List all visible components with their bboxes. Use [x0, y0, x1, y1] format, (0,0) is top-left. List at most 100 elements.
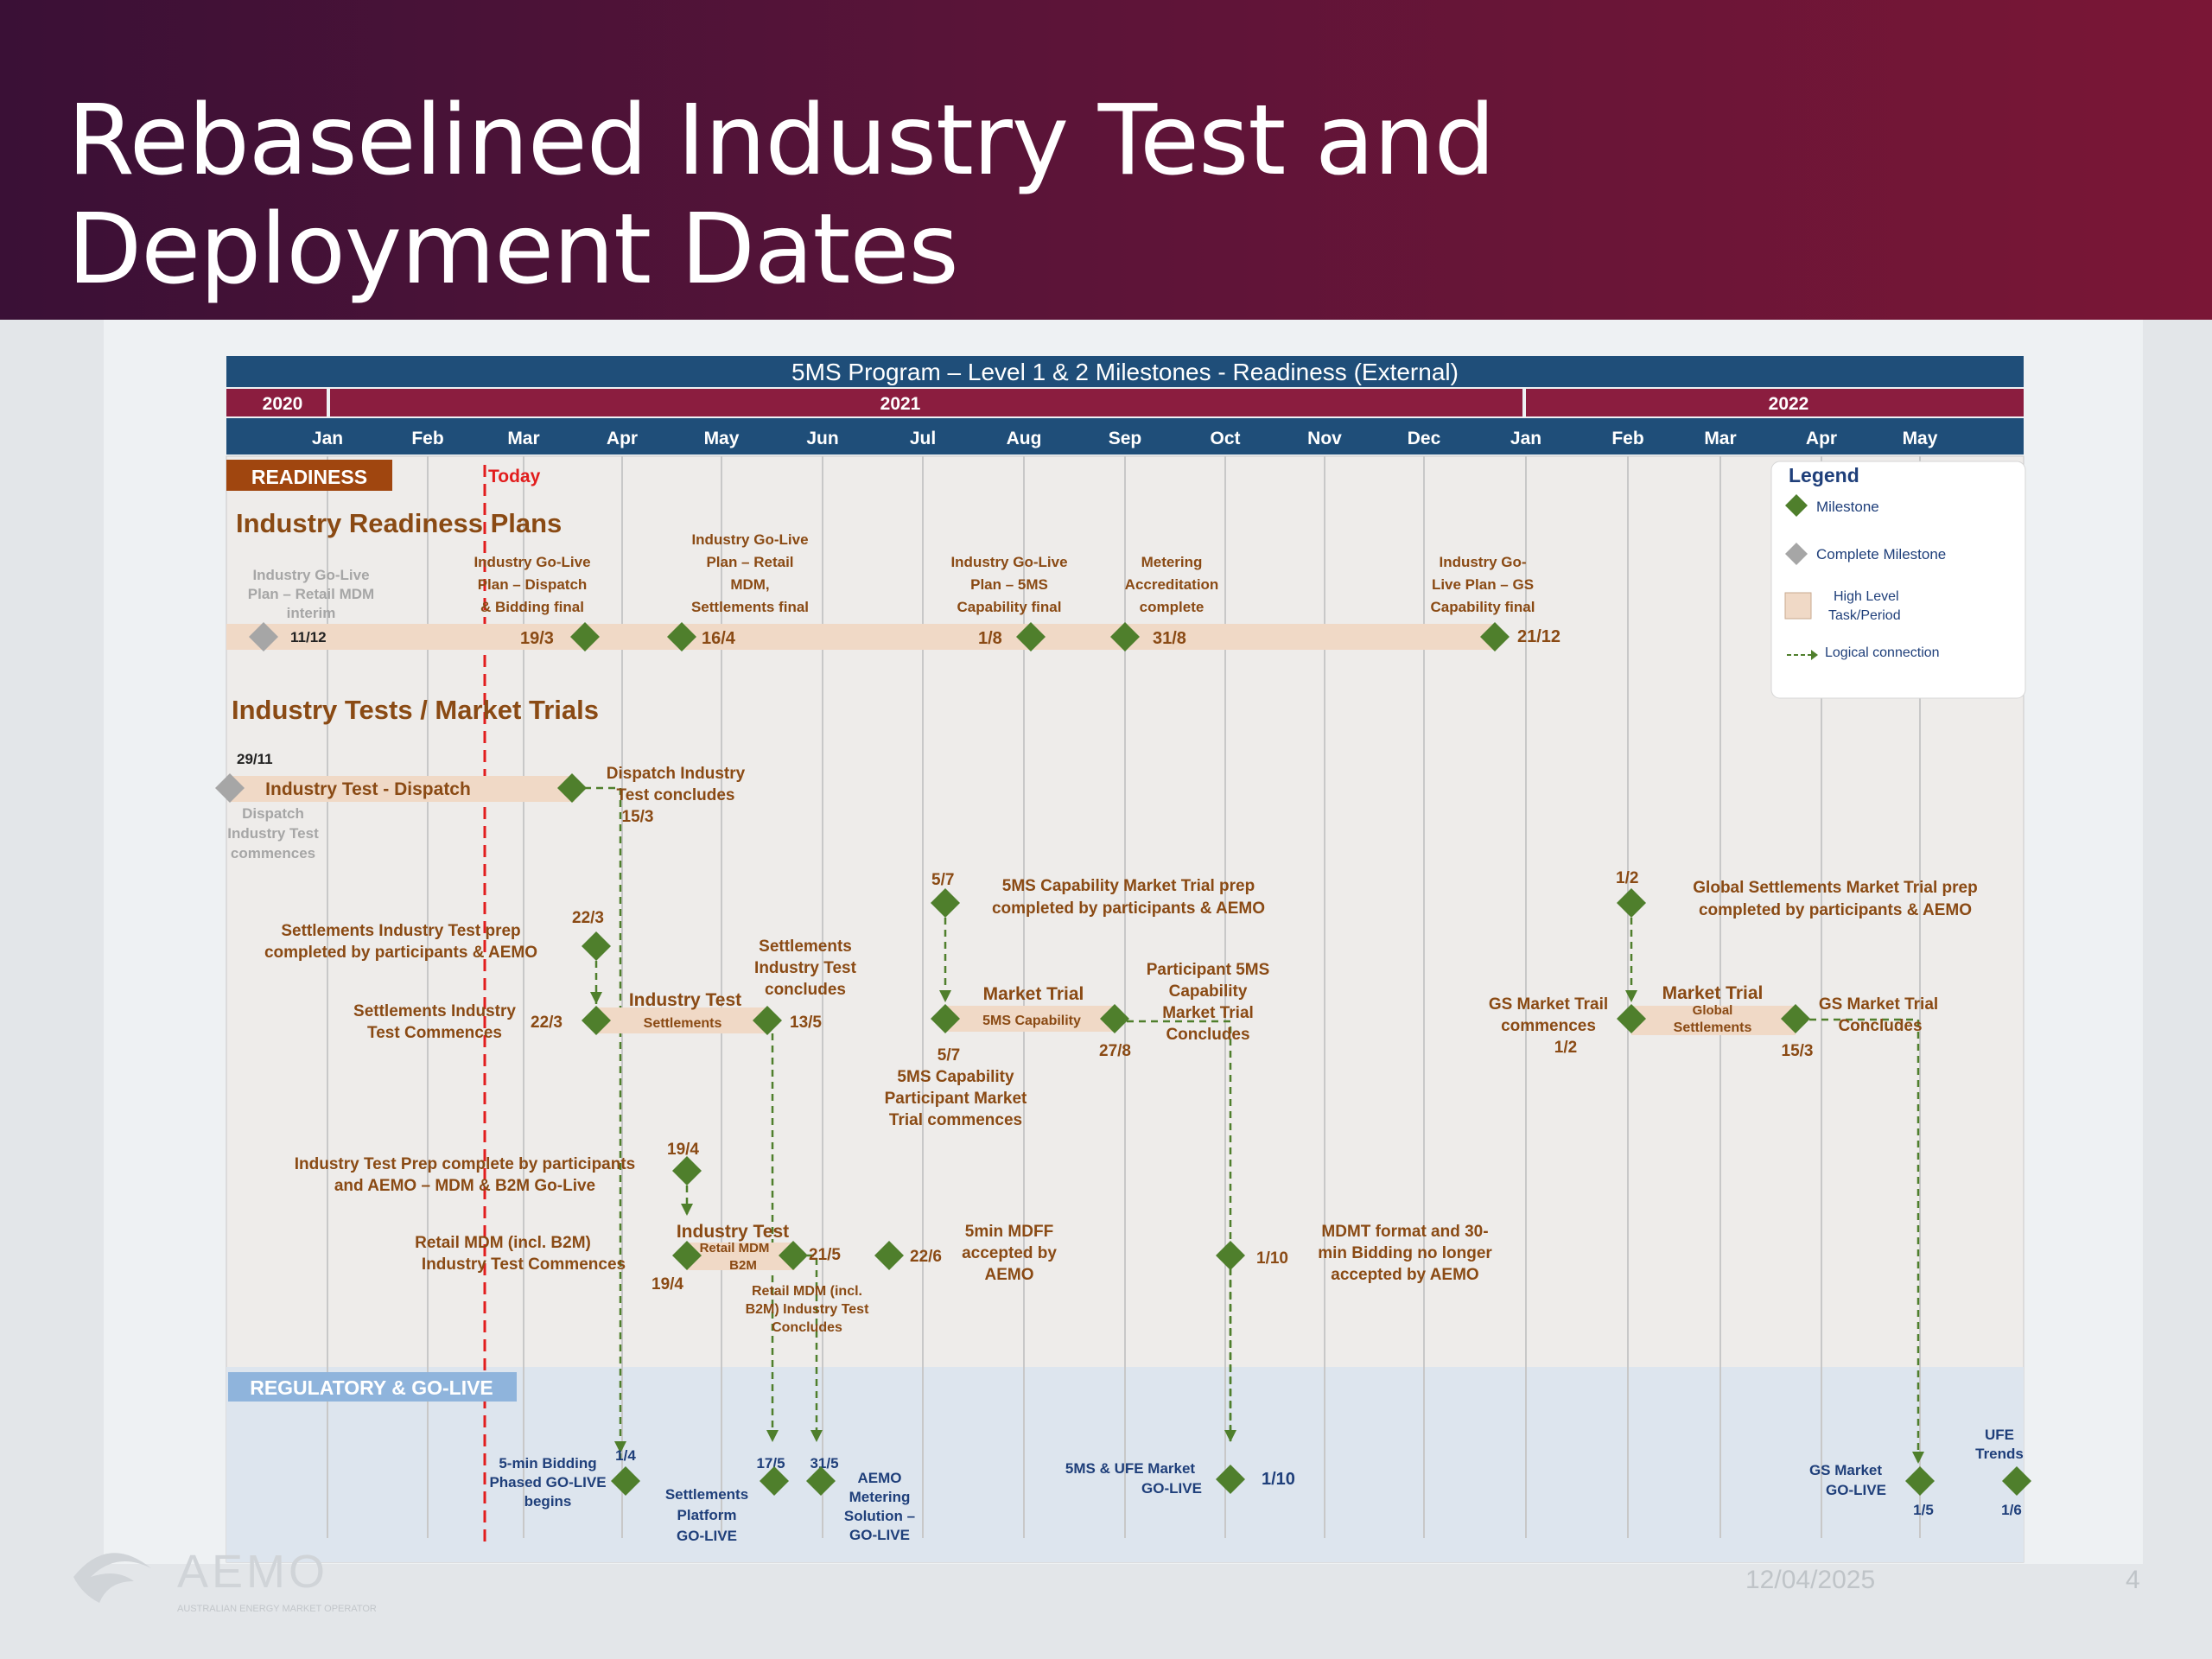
plan-gs-milestone	[1480, 622, 1510, 652]
month-label: Nov	[1307, 429, 1342, 448]
plan-dispatch-label-1: Industry Go-Live	[474, 554, 590, 570]
golive-ufe-label-2: GO-LIVE	[1141, 1480, 1202, 1497]
dispatch-commences-label-3: commences	[231, 845, 315, 861]
legend-task-label-2: Task/Period	[1828, 608, 1901, 623]
dispatch-concludes-label-2: Test concludes	[617, 786, 735, 804]
5ms-prep-label-1: 5MS Capability Market Trial prep	[1002, 877, 1255, 895]
aemo-logo: AEMO AUSTRALIAN ENERGY MARKET OPERATOR	[73, 1546, 376, 1614]
slide-page-number: 4	[2126, 1566, 2140, 1594]
5ms-trial-start-milestone	[931, 1004, 960, 1033]
plan-5ms-label-2: Plan – 5MS	[970, 576, 1048, 593]
mdff-label-2: accepted by	[962, 1244, 1057, 1262]
mdm-prep-milestone	[672, 1156, 702, 1185]
legend-title: Legend	[1789, 464, 1859, 486]
golive-metering-label-4: GO-LIVE	[849, 1527, 910, 1543]
gs-trial-commences-date: 1/2	[1554, 1039, 1577, 1057]
plan-5ms-label-3: Capability final	[957, 599, 1062, 615]
gs-prep-label-2: completed by participants & AEMO	[1699, 901, 1972, 919]
slide-title-line2: Deployment Dates	[67, 194, 959, 306]
dispatch-start-date: 29/11	[237, 751, 273, 767]
legend-task-swatch	[1784, 592, 1812, 620]
plan-mdm-label-2: Plan – Retail	[706, 554, 793, 570]
golive-metering-label-2: Metering	[849, 1489, 911, 1505]
month-labels: Jan Feb Mar Apr May Jun Jul Aug Sep Oct Nov Dec Jan F…	[312, 429, 1938, 448]
settlements-test-task-bar	[596, 1007, 769, 1033]
plan-dispatch-milestone	[570, 622, 600, 652]
retail-mdm-commences-label-2: Industry Test Commences	[422, 1255, 626, 1274]
month-label: Dec	[1408, 429, 1441, 448]
5ms-trial-concludes-label-2: Capability	[1169, 982, 1248, 1001]
year-label-2021: 2021	[880, 394, 921, 414]
gs-trial-bar-label-3: Settlements	[1674, 1020, 1752, 1035]
retail-mdm-start-date: 19/4	[652, 1275, 683, 1294]
dispatch-concludes-label-1: Dispatch Industry	[607, 765, 746, 783]
settlements-prep-label-2: completed by participants & AEMO	[264, 944, 537, 962]
dispatch-commences-label-1: Dispatch	[242, 805, 304, 822]
month-label: May	[1903, 429, 1938, 448]
retail-mdm-task-bar	[687, 1243, 795, 1270]
legend-task-label-1: High Level	[1834, 589, 1899, 604]
logical-connections	[572, 786, 1920, 1465]
settlements-end-milestone	[753, 1006, 782, 1035]
mdm-prep-label-2: and AEMO – MDM & B2M Go-Live	[334, 1177, 595, 1195]
gs-prep-milestone	[1617, 888, 1646, 918]
retail-mdm-bar-label-1: Industry Test	[677, 1222, 789, 1242]
golive-gs-milestone	[1905, 1466, 1935, 1496]
golive-ufe-date: 1/10	[1262, 1470, 1295, 1489]
plan-metering-date: 31/8	[1153, 629, 1186, 648]
legend-milestone-diamond	[1785, 494, 1808, 517]
gs-trial-start-milestone	[1617, 1004, 1646, 1033]
dispatch-test-bar-label: Industry Test - Dispatch	[265, 779, 471, 799]
month-label: Jul	[910, 429, 936, 448]
golive-gs-label-1: GS Market	[1809, 1462, 1882, 1478]
regulatory-banner	[228, 1372, 517, 1402]
mdff-label-3: AEMO	[985, 1266, 1034, 1284]
settlements-commences-label-1: Settlements Industry	[353, 1002, 516, 1020]
slide-title: Rebaselined Industry Test and Deployment…	[67, 85, 1496, 306]
aemo-logo-subtext: AUSTRALIAN ENERGY MARKET OPERATOR	[177, 1604, 376, 1614]
retail-mdm-concludes-label-3: Concludes	[772, 1320, 842, 1335]
month-label: Apr	[1806, 429, 1837, 448]
slide-title-line1: Rebaselined Industry Test and	[67, 85, 1496, 197]
golive-bidding-milestone	[611, 1466, 640, 1496]
golive-settlements-label-3: GO-LIVE	[677, 1528, 737, 1544]
plan-metering-label-1: Metering	[1141, 554, 1203, 570]
dispatch-concludes-date: 15/3	[622, 808, 654, 826]
golive-bidding-label-2: Phased GO-LIVE	[489, 1474, 606, 1491]
settlements-prep-label-1: Settlements Industry Test prep	[281, 922, 520, 940]
plan-metering-label-2: Accreditation	[1125, 576, 1219, 593]
golive-ufe-trends-label-2: Trends	[1975, 1446, 2024, 1462]
5ms-prep-date: 5/7	[931, 871, 954, 889]
plan-gs-label-2: Live Plan – GS	[1432, 576, 1534, 593]
legend-complete-diamond	[1785, 543, 1808, 565]
plan-mdm-label-3: MDM,	[730, 576, 769, 593]
settlements-prep-date: 22/3	[572, 909, 604, 927]
year-label-2020: 2020	[263, 394, 303, 414]
golive-ufe-trends-label-1: UFE	[1985, 1427, 2014, 1443]
plan-retail-interim-label-1: Industry Go-Live	[252, 567, 369, 583]
month-label: Apr	[607, 429, 638, 448]
aemo-logo-text: AEMO	[177, 1546, 328, 1598]
golive-bidding-date: 1/4	[615, 1447, 636, 1464]
5ms-trial-commences-label-2: Participant Market	[885, 1090, 1027, 1108]
mdmt-milestone	[1216, 1241, 1245, 1270]
gs-prep-label-1: Global Settlements Market Trial prep	[1693, 879, 1977, 897]
mdm-prep-date: 19/4	[667, 1141, 699, 1159]
plan-gs-label-3: Capability final	[1431, 599, 1535, 615]
plan-metering-label-3: complete	[1140, 599, 1205, 615]
slide-header: Rebaselined Industry Test and Deployment…	[0, 0, 2212, 320]
mdff-date: 22/6	[910, 1248, 942, 1266]
readiness-banner	[226, 460, 392, 491]
legend-logical-label: Logical connection	[1825, 645, 1940, 660]
settlements-end-date: 13/5	[790, 1014, 822, 1032]
retail-mdm-bar-label-3: B2M	[729, 1258, 757, 1273]
month-label: Oct	[1210, 429, 1240, 448]
golive-gs-date: 1/5	[1913, 1502, 1934, 1518]
readiness-plans-task-bar	[226, 624, 1495, 650]
gs-market-trial-task-bar	[1631, 1006, 1796, 1035]
year-label-2022: 2022	[1769, 394, 1809, 414]
plan-mdm-label-1: Industry Go-Live	[691, 531, 808, 548]
mdff-milestone	[874, 1241, 904, 1270]
5ms-trial-commences-label-3: Trial commences	[889, 1111, 1022, 1129]
golive-ufe-trends-date: 1/6	[2001, 1502, 2022, 1518]
